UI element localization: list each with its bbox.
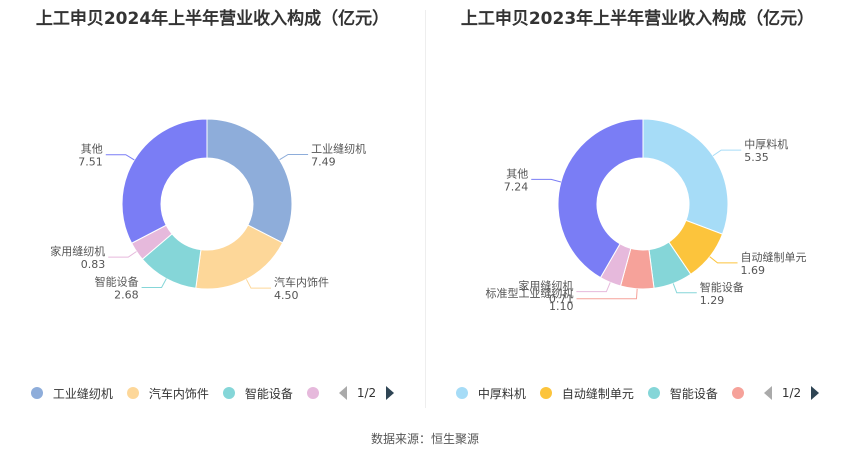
slice-label-value: 2.68 [114, 288, 139, 301]
panel-divider [425, 10, 426, 408]
legend-marker [647, 387, 660, 399]
chart-panel-2023: 上工申贝2023年上半年营业收入构成（亿元） 中厚料机 5.35 自动缝制单元 1.6… [425, 0, 850, 410]
legend-label: 智能设备 [244, 386, 293, 401]
label-leader-line [709, 256, 738, 264]
slice-label-name: 智能设备 [700, 280, 744, 294]
legend-item-partial[interactable] [731, 387, 744, 399]
chart-title: 上工申贝2024年上半年营业收入构成（亿元） [35, 9, 390, 29]
slice-label-value: 1.69 [741, 264, 766, 277]
slice-label-value: 7.49 [311, 155, 336, 168]
slice-label-value: 7.51 [78, 156, 103, 169]
legend-item-1[interactable]: 自动缝制单元 [539, 385, 634, 402]
legend-label: 自动缝制单元 [561, 386, 634, 401]
legend-marker [306, 387, 319, 399]
slice-label-value: 5.35 [744, 151, 769, 164]
slice-label-value: 4.50 [274, 289, 299, 302]
label-leader-line [576, 288, 638, 300]
slice-label-value: 1.10 [549, 300, 574, 313]
next-page-icon[interactable] [386, 386, 395, 400]
slice-label-value: 0.71 [549, 293, 574, 306]
label-leader-line [531, 178, 562, 183]
page-indicator: 1/2 [356, 386, 377, 400]
legend: 中厚料机 自动缝制单元 智能设备 1/2 [425, 383, 850, 403]
label-leader-line [576, 282, 611, 293]
donut-slice-0[interactable] [206, 118, 293, 244]
legend-item-2[interactable]: 智能设备 [647, 385, 718, 402]
label-leader-line [141, 278, 167, 288]
legend-marker [731, 387, 744, 399]
label-leader-line [108, 251, 137, 258]
legend-item-0[interactable]: 工业缝纫机 [30, 385, 113, 402]
label-leader-line [672, 283, 697, 294]
legend-label: 智能设备 [669, 386, 718, 401]
slice-label-name: 家用缝纫机 [518, 279, 573, 293]
slice-label-name: 家用缝纫机 [50, 244, 105, 258]
donut-slice-4[interactable] [121, 118, 208, 244]
slice-label-name: 智能设备 [95, 274, 139, 288]
chart-title: 上工申贝2023年上半年营业收入构成（亿元） [460, 9, 815, 29]
slice-label-name: 其他 [81, 143, 103, 156]
legend-item-1[interactable]: 汽车内饰件 [126, 385, 209, 402]
legend-pager: 1/2 [338, 386, 395, 400]
prev-page-icon[interactable] [763, 386, 772, 400]
slice-label-value: 0.83 [81, 258, 106, 271]
slice-label-name: 其他 [506, 167, 528, 180]
legend-marker [222, 387, 235, 399]
label-leader-line [279, 153, 309, 161]
label-leader-line [245, 279, 272, 289]
legend-item-0[interactable]: 中厚料机 [455, 385, 526, 402]
legend-label: 工业缝纫机 [52, 386, 113, 401]
legend-marker [30, 387, 43, 399]
legend: 工业缝纫机 汽车内饰件 智能设备 1/2 [0, 383, 425, 403]
chart-panel-2024: 上工申贝2024年上半年营业收入构成（亿元） 工业缝纫机 7.49 汽车内饰件 4.5… [0, 0, 425, 410]
slice-label-value: 1.29 [700, 294, 725, 307]
slice-label-name: 自动缝制单元 [741, 250, 807, 264]
label-leader-line [712, 149, 742, 157]
data-source: 数据来源：恒生聚源 [370, 432, 479, 446]
label-leader-line [105, 154, 135, 161]
legend-item-partial[interactable] [306, 387, 319, 399]
donut-slice-0[interactable] [642, 118, 729, 235]
slice-label-name: 中厚料机 [744, 137, 788, 151]
next-page-icon[interactable] [811, 386, 820, 400]
legend-marker [126, 387, 139, 399]
prev-page-icon[interactable] [338, 386, 347, 400]
legend-marker [455, 387, 468, 399]
legend-pager: 1/2 [763, 386, 820, 400]
legend-label: 中厚料机 [477, 386, 526, 401]
legend-marker [539, 387, 552, 399]
legend-item-2[interactable]: 智能设备 [222, 385, 293, 402]
donut-slice-5[interactable] [557, 118, 644, 279]
slice-label-name: 工业缝纫机 [311, 141, 366, 155]
page-indicator: 1/2 [781, 386, 802, 400]
slice-label-value: 7.24 [504, 180, 529, 193]
slice-label-name: 汽车内饰件 [274, 275, 329, 289]
slice-label-name: 标准型工业缝纫机 [485, 286, 573, 300]
legend-label: 汽车内饰件 [148, 386, 209, 401]
